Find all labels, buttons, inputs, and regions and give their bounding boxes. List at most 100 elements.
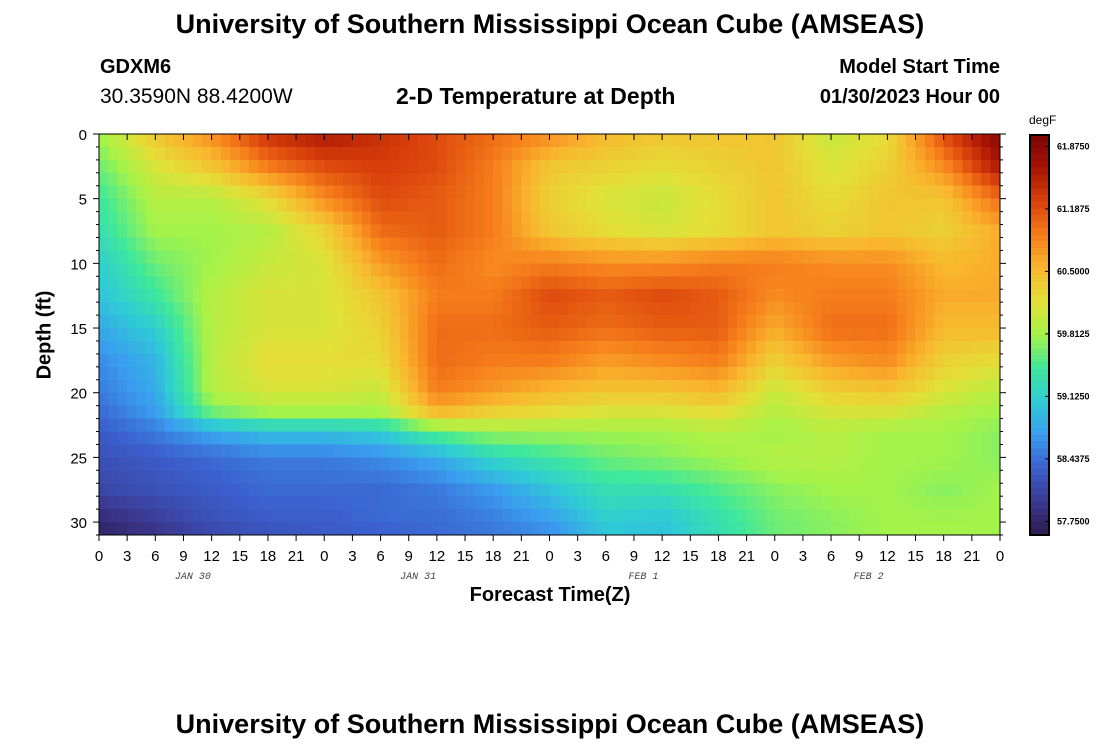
- heat-cell: [821, 457, 832, 471]
- heat-cell: [915, 405, 926, 420]
- heat-cell: [305, 146, 316, 161]
- heat-cell: [784, 198, 795, 213]
- heat-cell: [906, 276, 917, 290]
- heat-cell: [943, 522, 954, 536]
- heat-cell: [718, 134, 729, 148]
- x-tick-label: 3: [123, 548, 131, 565]
- heat-cell: [521, 431, 532, 446]
- x-tick-label: 12: [654, 548, 671, 565]
- heat-cell: [831, 496, 842, 510]
- heat-cell: [906, 237, 917, 252]
- heat-cell: [296, 340, 307, 355]
- heat-cell: [427, 302, 438, 316]
- heat-cell: [502, 134, 513, 148]
- heat-cell: [671, 431, 682, 446]
- colorbar: 61.875061.187560.500059.812559.125058.43…: [1029, 134, 1090, 536]
- x-tick-label: 18: [485, 548, 502, 565]
- heat-cell: [690, 263, 701, 277]
- x-tick-label: 0: [320, 548, 328, 565]
- heat-cell: [333, 289, 344, 303]
- heat-cell: [455, 366, 466, 381]
- heat-cell: [812, 483, 823, 497]
- heat-cell: [446, 522, 457, 536]
- heat-cell: [540, 276, 551, 290]
- heat-cell: [455, 302, 466, 316]
- heat-cell: [127, 315, 138, 329]
- heat-cell: [192, 263, 203, 277]
- x-tick-label: 12: [429, 548, 446, 565]
- colorbar-swatch: [1030, 255, 1049, 263]
- heat-cell: [971, 237, 982, 252]
- heat-cell: [202, 366, 213, 381]
- heat-cell: [99, 328, 109, 342]
- heat-cell: [99, 366, 109, 381]
- heat-cell: [821, 146, 832, 161]
- heat-cell: [633, 315, 644, 329]
- heat-cell: [511, 405, 522, 420]
- page-title: University of Southern Mississippi Ocean…: [175, 9, 925, 39]
- heat-cell: [511, 353, 522, 368]
- heat-cell: [324, 444, 335, 458]
- heat-cell: [671, 457, 682, 471]
- heat-cell: [530, 483, 541, 497]
- heat-cell: [793, 366, 804, 381]
- colorbar-swatch: [1030, 515, 1049, 523]
- heat-cell: [427, 198, 438, 213]
- heat-cell: [906, 211, 917, 226]
- heat-cell: [652, 483, 663, 497]
- heat-cell: [896, 315, 907, 329]
- colorbar-swatch: [1030, 168, 1049, 176]
- heat-cell: [239, 250, 250, 264]
- heat-cell: [99, 483, 109, 497]
- heat-cell: [793, 522, 804, 536]
- heat-cell: [680, 237, 691, 252]
- heat-cell: [324, 237, 335, 252]
- heat-cell: [615, 250, 626, 264]
- heat-cell: [821, 289, 832, 303]
- heat-cell: [840, 405, 851, 420]
- heat-cell: [971, 224, 982, 239]
- heat-cell: [774, 483, 785, 497]
- heat-cell: [981, 483, 992, 497]
- heat-cell: [690, 211, 701, 226]
- heat-cell: [474, 198, 485, 213]
- heat-cell: [324, 470, 335, 484]
- heat-cell: [746, 159, 757, 174]
- heat-cell: [511, 379, 522, 394]
- heat-cell: [981, 470, 992, 484]
- heat-cell: [296, 366, 307, 381]
- heat-cell: [643, 146, 654, 161]
- heat-cell: [934, 134, 945, 148]
- heat-cell: [136, 146, 147, 161]
- heat-cell: [915, 496, 926, 510]
- heat-cell: [596, 237, 607, 252]
- heat-cell: [915, 159, 926, 174]
- heat-cell: [587, 457, 598, 471]
- heat-cell: [249, 263, 260, 277]
- heat-cell: [155, 340, 166, 355]
- heat-cell: [943, 263, 954, 277]
- heat-cell: [324, 328, 335, 342]
- heat-cell: [596, 198, 607, 213]
- heat-cell: [455, 379, 466, 394]
- heat-cell: [690, 457, 701, 471]
- heat-cell: [286, 211, 297, 226]
- heat-cell: [493, 392, 504, 407]
- heat-cell: [812, 392, 823, 407]
- heat-cell: [784, 211, 795, 226]
- heat-cell: [127, 405, 138, 420]
- heat-cell: [596, 509, 607, 523]
- heat-cell: [136, 522, 147, 536]
- heat-cell: [267, 263, 278, 277]
- heat-cell: [192, 224, 203, 239]
- colorbar-swatch: [1030, 315, 1049, 323]
- heat-cell: [511, 172, 522, 187]
- heat-cell: [474, 496, 485, 510]
- heat-cell: [568, 328, 579, 342]
- heat-cell: [211, 211, 222, 226]
- heat-cell: [896, 522, 907, 536]
- heat-cell: [399, 483, 410, 497]
- heat-cell: [183, 237, 194, 252]
- heat-cell: [859, 522, 870, 536]
- heat-cell: [493, 340, 504, 355]
